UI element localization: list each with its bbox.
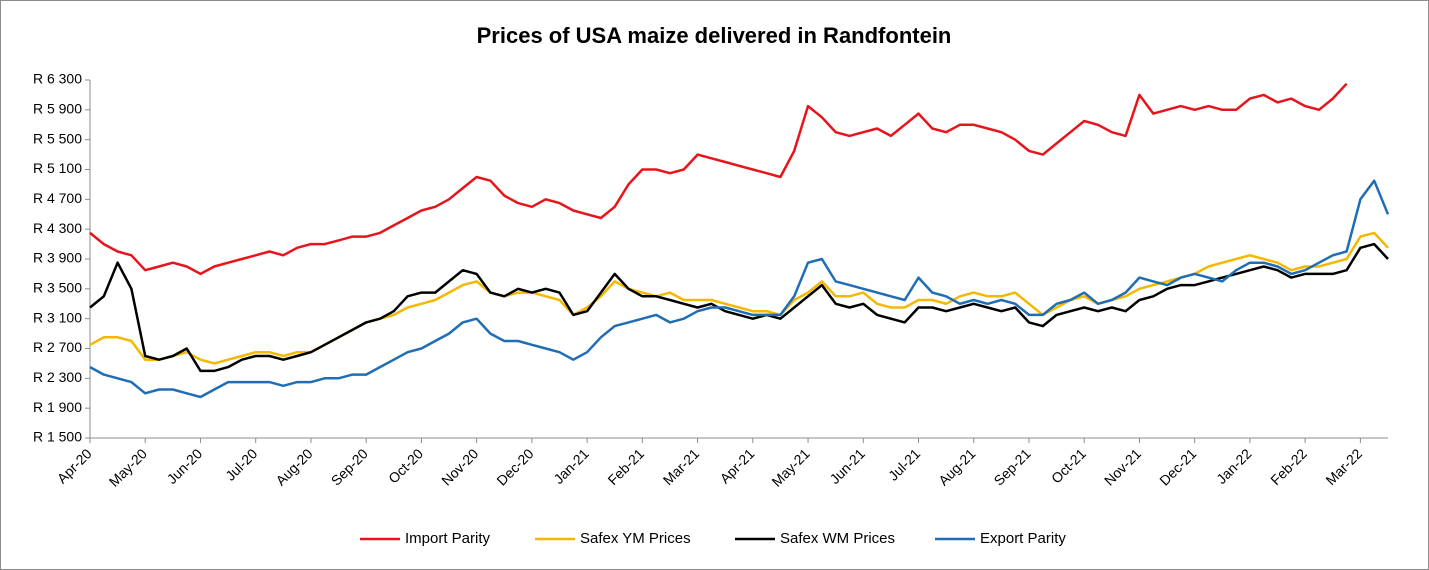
series-line	[89, 82, 1348, 276]
y-tick-label: R 5 100	[33, 160, 82, 176]
y-tick-label: R 3 100	[33, 309, 82, 325]
legend-label: Safex WM Prices	[780, 530, 895, 547]
chart-title: Prices of USA maize delivered in Randfon…	[477, 23, 952, 48]
y-tick-label: R 1 900	[33, 399, 82, 415]
y-tick-label: R 3 900	[33, 250, 82, 266]
y-tick-label: R 3 500	[33, 280, 82, 296]
y-tick-label: R 5 500	[33, 130, 82, 146]
y-tick-label: R 1 500	[33, 429, 82, 445]
series-line	[89, 242, 1389, 373]
y-tick-label: R 2 300	[33, 369, 82, 385]
y-tick-label: R 4 300	[33, 220, 82, 236]
legend-label: Safex YM Prices	[580, 530, 691, 547]
legend-label: Export Parity	[980, 530, 1066, 547]
y-tick-label: R 2 700	[33, 339, 82, 355]
y-tick-label: R 6 300	[33, 71, 82, 87]
y-tick-label: R 4 700	[33, 190, 82, 206]
legend-label: Import Parity	[405, 530, 491, 547]
y-tick-label: R 5 900	[33, 101, 82, 117]
series-line	[89, 179, 1390, 399]
